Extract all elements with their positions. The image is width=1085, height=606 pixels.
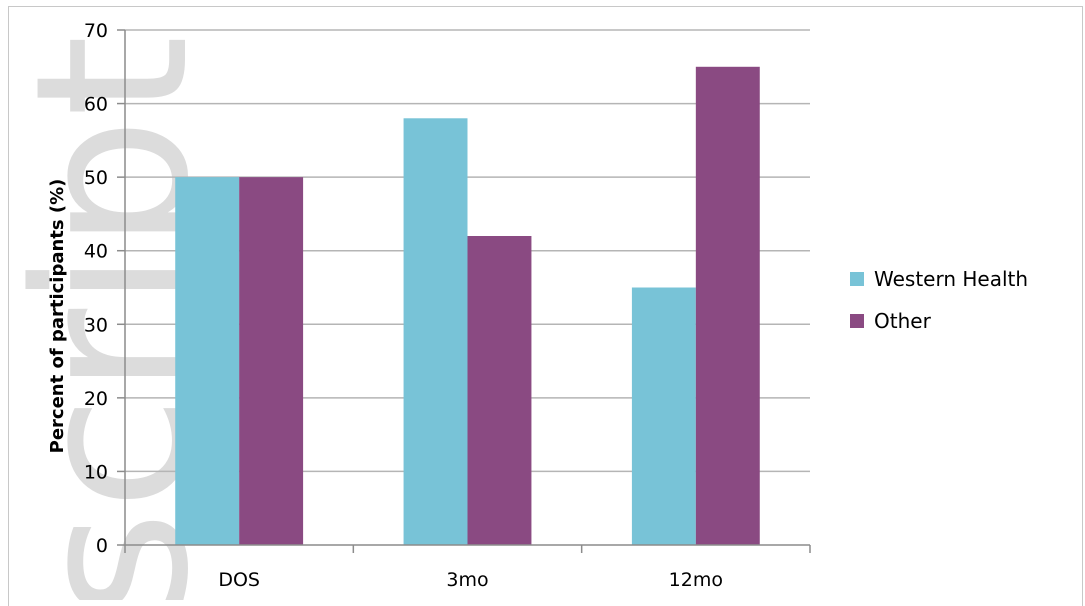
x-category-label: 3mo (446, 569, 488, 591)
legend-label: Other (874, 309, 932, 333)
y-tick-label: 30 (84, 314, 108, 336)
y-axis-label: Percent of participants (%) (47, 179, 68, 454)
bar-western-health-12mo (631, 287, 696, 545)
x-category-label: 12mo (669, 569, 723, 591)
y-tick-labels: 0 10 20 30 40 50 60 70 (84, 20, 108, 557)
y-tick-label: 70 (84, 20, 108, 42)
bar-western-health-3mo (403, 118, 468, 546)
x-category-labels: DOS 3mo 12mo (218, 569, 723, 591)
bar-other-12mo (695, 66, 760, 546)
legend-label: Western Health (874, 267, 1028, 291)
y-tick-label: 50 (84, 167, 108, 189)
y-tick-label: 60 (84, 94, 108, 116)
legend: Western Health Other (850, 267, 1028, 333)
bars (175, 66, 760, 546)
bar-other-3mo (467, 236, 532, 545)
legend-swatch (850, 314, 864, 328)
legend-swatch (850, 272, 864, 286)
y-tick-label: 40 (84, 241, 108, 263)
y-tick-label: 10 (84, 461, 108, 483)
y-tick-label: 0 (96, 535, 108, 557)
x-category-label: DOS (218, 569, 260, 591)
bar-western-health-dos (175, 177, 240, 545)
bar-other-dos (239, 177, 304, 545)
y-tick-label: 20 (84, 388, 108, 410)
axes (124, 30, 811, 553)
